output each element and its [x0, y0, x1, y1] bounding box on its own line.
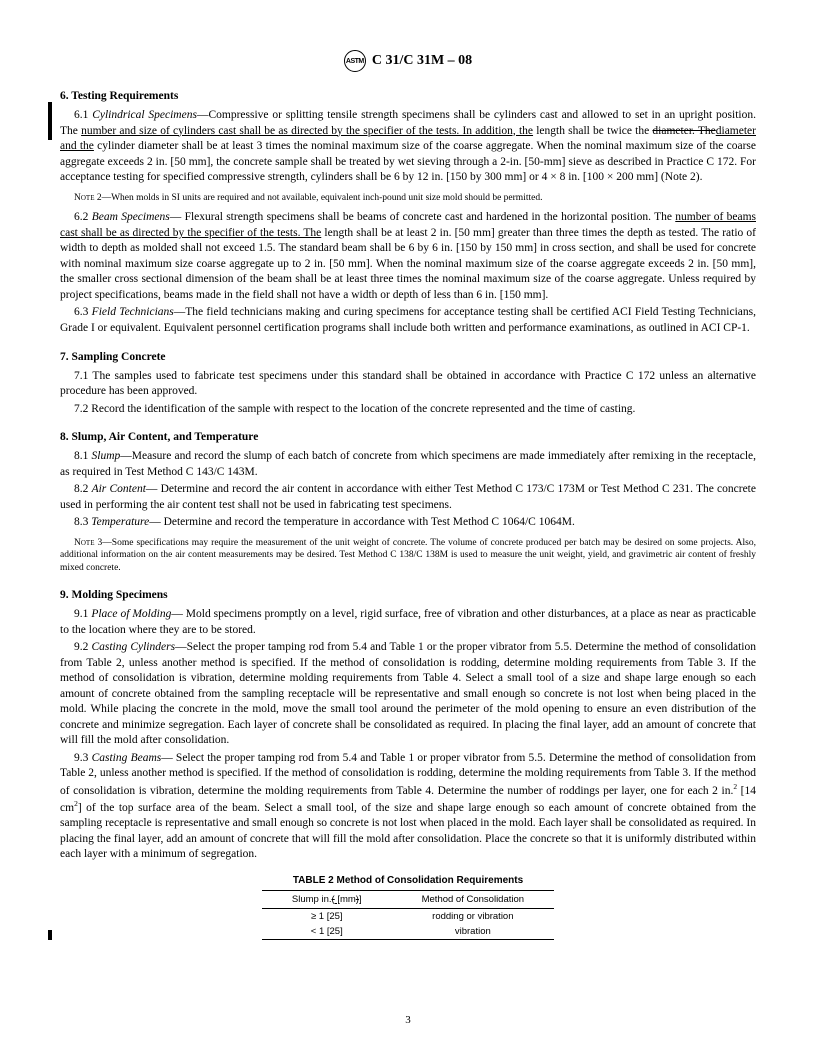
body-paragraph: 8.3 Temperature— Determine and record th…: [60, 515, 756, 531]
document-header: ASTM C 31/C 31M – 08: [60, 50, 756, 72]
body-paragraph: 9.3 Casting Beams— Select the proper tam…: [60, 751, 756, 863]
table-row: ≥ 1 [25]rodding or vibration: [262, 908, 554, 924]
body-paragraph: 8.2 Air Content— Determine and record th…: [60, 482, 756, 513]
change-bar-2: [48, 930, 52, 940]
table-2-col2-header: Method of Consolidation: [392, 890, 554, 908]
table-2-title: TABLE 2 Method of Consolidation Requirem…: [60, 875, 756, 886]
body-paragraph: 9.2 Casting Cylinders—Select the proper …: [60, 640, 756, 749]
body-paragraph: 6.1 Cylindrical Specimens—Compressive or…: [60, 108, 756, 186]
table-cell: < 1 [25]: [262, 924, 392, 940]
body-paragraph: 6.2 Beam Specimens— Flexural strength sp…: [60, 210, 756, 303]
note: Note 2—When molds in SI units are requir…: [60, 192, 756, 205]
table-cell: vibration: [392, 924, 554, 940]
body-paragraph: 6.3 Field Technicians—The field technici…: [60, 305, 756, 336]
body-paragraph: 9.1 Place of Molding— Mold specimens pro…: [60, 607, 756, 638]
body-paragraph: 7.2 Record the identification of the sam…: [60, 402, 756, 418]
page-number: 3: [0, 1014, 816, 1026]
table-cell: ≥ 1 [25]: [262, 908, 392, 924]
table-row: < 1 [25]vibration: [262, 924, 554, 940]
table-cell: rodding or vibration: [392, 908, 554, 924]
astm-logo-icon: ASTM: [344, 50, 366, 72]
section-heading: 9. Molding Specimens: [60, 589, 756, 601]
table-2-col1-header: Slump in.( [mm)]: [262, 890, 392, 908]
doc-designation: C 31/C 31M – 08: [372, 53, 472, 69]
note: Note 3—Some specifications may require t…: [60, 537, 756, 575]
body-paragraph: 8.1 Slump—Measure and record the slump o…: [60, 449, 756, 480]
section-heading: 8. Slump, Air Content, and Temperature: [60, 431, 756, 443]
section-heading: 6. Testing Requirements: [60, 90, 756, 102]
body-paragraph: 7.1 The samples used to fabricate test s…: [60, 369, 756, 400]
section-heading: 7. Sampling Concrete: [60, 351, 756, 363]
change-bar-1: [48, 102, 52, 140]
table-2: Slump in.( [mm)] Method of Consolidation…: [262, 890, 554, 940]
